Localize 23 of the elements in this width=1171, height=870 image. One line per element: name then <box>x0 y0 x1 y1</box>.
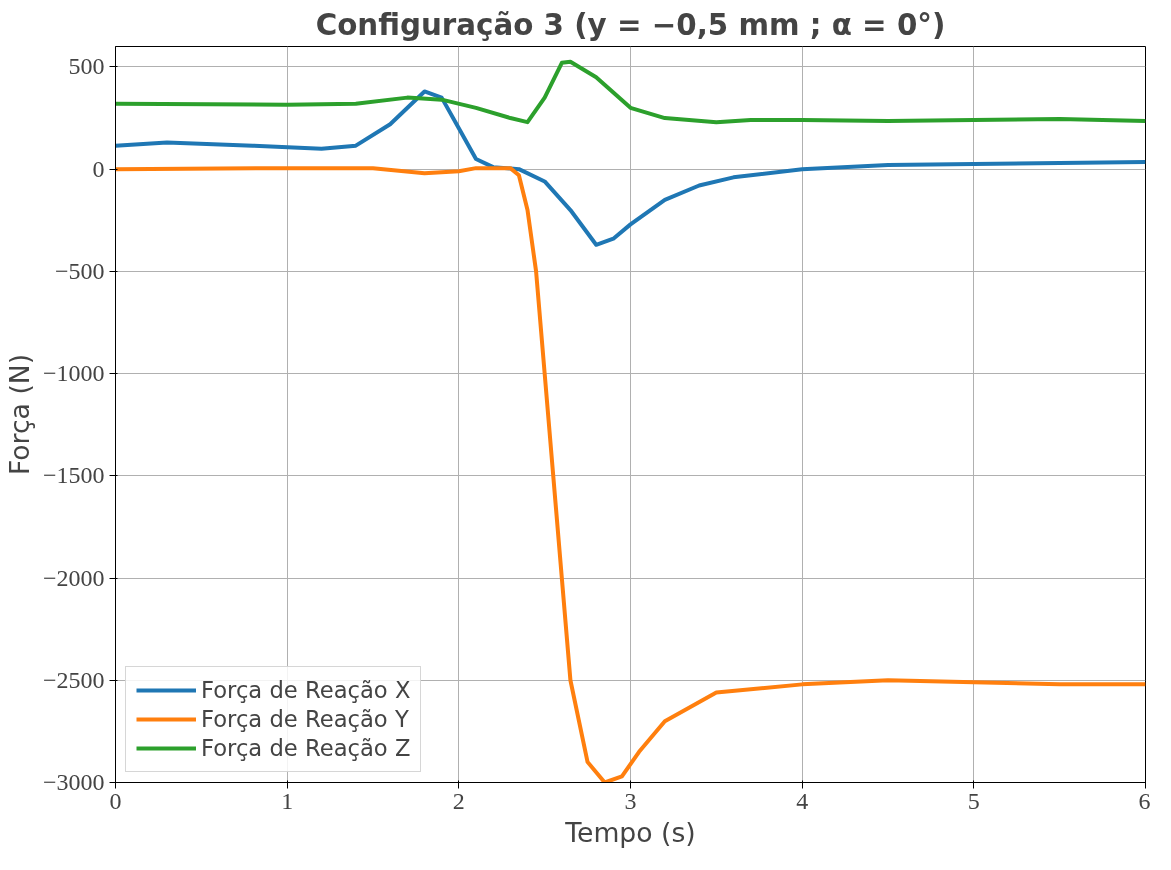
y-tick-label: −500 <box>54 257 105 284</box>
y-tick-label: 500 <box>68 53 105 80</box>
x-tick-label: 6 <box>1138 787 1151 814</box>
x-tick-label: 2 <box>452 787 465 814</box>
y-axis-title: Força (N) <box>3 353 35 476</box>
legend-label: Força de Reação Y <box>201 706 409 732</box>
x-tick-label: 5 <box>967 787 980 814</box>
line-series <box>115 59 1146 125</box>
x-tick-label: 4 <box>796 787 809 814</box>
y-tick-label: −1500 <box>42 462 105 489</box>
x-tick-label: 3 <box>624 787 637 814</box>
y-tick-label: 0 <box>92 155 105 182</box>
x-tick-label: 1 <box>281 787 294 814</box>
x-tick-label: 0 <box>109 787 122 814</box>
y-tick-label: −2000 <box>42 564 105 591</box>
legend-label: Força de Reação X <box>201 677 411 703</box>
chart-title: Configuração 3 (y = −0,5 mm ; α = 0°) <box>315 7 946 42</box>
line-series <box>115 89 1146 247</box>
legend-label: Força de Reação Z <box>201 735 411 761</box>
y-tick-label: −2500 <box>42 666 105 693</box>
x-axis-title: Tempo (s) <box>564 816 696 848</box>
y-tick-label: −1000 <box>42 360 105 387</box>
y-tick-label: −3000 <box>42 769 105 795</box>
